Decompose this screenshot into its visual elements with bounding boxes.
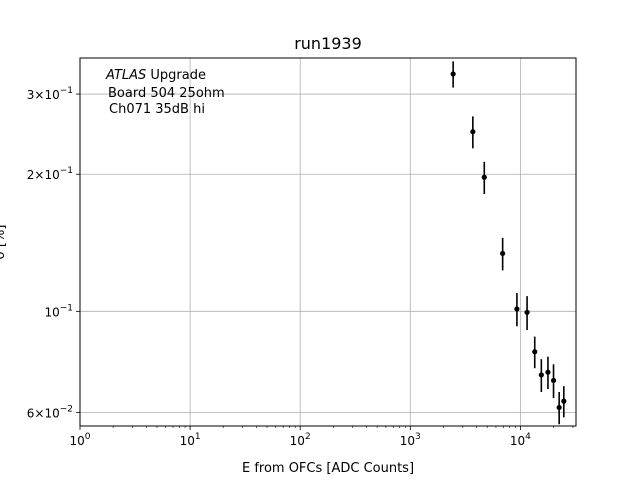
data-point (550, 377, 557, 384)
x-tick-label: 100 (69, 432, 90, 448)
data-point (538, 372, 544, 378)
x-tick-labels: 100 101 102 103 104 (69, 432, 531, 448)
data-point (556, 404, 562, 411)
x-tick-label: 101 (180, 432, 201, 448)
grid (79, 58, 576, 426)
plot-background (80, 58, 576, 426)
y-tick-label: 2×10−1 (27, 166, 73, 182)
annotation-italic-word: ATLAS (105, 68, 146, 83)
x-tick-label: 103 (400, 432, 421, 448)
data-point (481, 174, 487, 180)
plot-frame (79, 57, 577, 427)
annotation-line-2: Board 504 25ohm (108, 86, 225, 101)
y-tick-label: 10−1 (44, 303, 73, 319)
y-tick-label: 6×10−2 (27, 404, 73, 420)
data-point (514, 306, 520, 312)
data-point (545, 369, 551, 375)
data-point (532, 349, 538, 355)
data-point (450, 71, 456, 77)
x-tick-label: 102 (290, 432, 311, 448)
y-axis-label: σ [%] (0, 225, 8, 260)
data-point (561, 398, 567, 404)
y-tick-labels: 6×10−2 10−1 2×10−1 3×10−1 (27, 86, 73, 420)
annotation-line-1-rest: Upgrade (146, 68, 206, 83)
annotation-line-3: Ch071 35dB hi (109, 102, 205, 117)
x-axis-label: E from OFCs [ADC Counts] (242, 461, 414, 476)
x-tick-label: 104 (510, 432, 531, 448)
data-point (470, 129, 476, 135)
data-point (500, 250, 506, 257)
annotation-line-1: ATLAS Upgrade (105, 68, 206, 83)
axis-ticks (76, 93, 574, 430)
chart-title: run1939 (294, 34, 362, 53)
annotation-box: ATLAS Upgrade Board 504 25ohm Ch071 35dB… (105, 68, 225, 117)
data-point (524, 309, 530, 315)
y-tick-label: 3×10−1 (27, 86, 73, 102)
data-points (450, 71, 567, 411)
